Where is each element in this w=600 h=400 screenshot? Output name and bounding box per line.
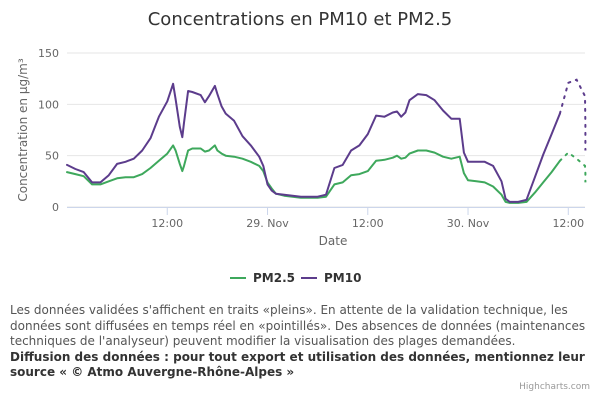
y-tick-label: 150 <box>38 47 59 60</box>
series-line-pm10 <box>66 82 561 203</box>
y-tick-label: 100 <box>38 98 59 111</box>
legend-label: PM2.5 <box>253 271 295 285</box>
legend-item-pm2-5[interactable]: PM2.5 <box>230 271 295 285</box>
x-tick-label: 12:00 <box>352 217 384 230</box>
series-realtime-line-pm10 <box>558 78 587 151</box>
x-tick-label: 12:00 <box>151 217 183 230</box>
legend-item-pm10[interactable]: PM10 <box>301 271 361 285</box>
series-group <box>66 78 587 204</box>
caption-bold-text: Diffusion des données : pour tout export… <box>10 349 585 380</box>
x-tick-label: 12:00 <box>552 217 584 230</box>
x-axis-title: Date <box>319 234 348 248</box>
x-tick-label: 30. Nov <box>447 217 490 230</box>
series-realtime-line-pm2-5 <box>558 151 587 183</box>
legend-label: PM10 <box>324 271 361 285</box>
legend: PM2.5 PM10 <box>230 271 361 285</box>
chart-title: Concentrations en PM10 et PM2.5 <box>148 9 453 30</box>
series-line-pm2-5 <box>66 144 561 204</box>
x-tick-label: 29. Nov <box>246 217 289 230</box>
grid-lines <box>67 52 585 208</box>
caption-text: Les données validées s'affichent en trai… <box>10 303 586 348</box>
y-axis: 0 50 100 150 <box>38 47 59 214</box>
y-tick-label: 50 <box>45 150 59 163</box>
y-axis-title: Concentration en µg/m³ <box>16 58 30 201</box>
credits-link[interactable]: Highcharts.com <box>519 382 590 392</box>
chart-svg: Concentrations en PM10 et PM2.5 0 50 100 15… <box>16 9 587 285</box>
x-axis: 12:00 29. Nov 12:00 30. Nov 12:00 <box>67 207 585 230</box>
y-tick-label: 0 <box>52 201 59 214</box>
caption: Les données validées s'affichent en trai… <box>10 303 592 381</box>
